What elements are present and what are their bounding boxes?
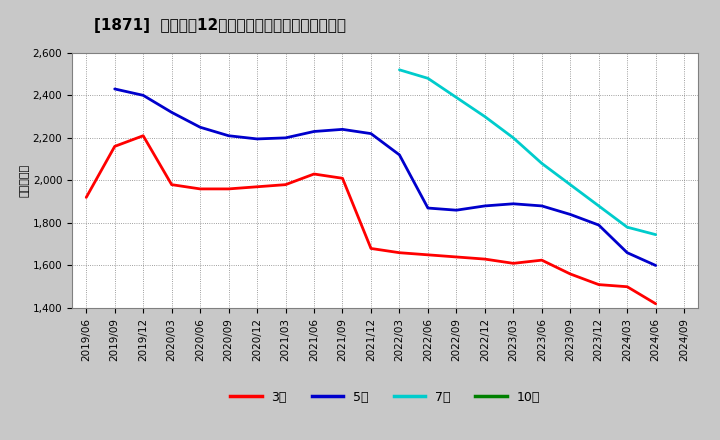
- 7年: [395, 67, 404, 73]
- 5年: [480, 203, 489, 209]
- Line: 3年: 3年: [86, 136, 656, 304]
- 3年: [110, 144, 119, 149]
- 5年: [196, 125, 204, 130]
- 7年: [452, 95, 461, 100]
- Line: 7年: 7年: [400, 70, 656, 235]
- 5年: [110, 86, 119, 92]
- 3年: [366, 246, 375, 251]
- 5年: [452, 208, 461, 213]
- 5年: [139, 93, 148, 98]
- 7年: [423, 76, 432, 81]
- 5年: [310, 129, 318, 134]
- 3年: [338, 176, 347, 181]
- 5年: [282, 135, 290, 140]
- 3年: [282, 182, 290, 187]
- 5年: [509, 201, 518, 206]
- 3年: [253, 184, 261, 189]
- 3年: [480, 257, 489, 262]
- 3年: [167, 182, 176, 187]
- 3年: [139, 133, 148, 138]
- 3年: [452, 254, 461, 260]
- 3年: [566, 271, 575, 277]
- 5年: [253, 136, 261, 142]
- 7年: [623, 224, 631, 230]
- 7年: [509, 135, 518, 140]
- 3年: [537, 257, 546, 263]
- 3年: [595, 282, 603, 287]
- 3年: [82, 195, 91, 200]
- 5年: [395, 152, 404, 158]
- 5年: [338, 127, 347, 132]
- 3年: [652, 301, 660, 306]
- 3年: [423, 252, 432, 257]
- Text: [1871]  経常利益12か月移動合計の標準偏差の推移: [1871] 経常利益12か月移動合計の標準偏差の推移: [94, 18, 346, 33]
- 7年: [537, 161, 546, 166]
- 5年: [537, 203, 546, 209]
- 3年: [310, 171, 318, 176]
- 3年: [509, 260, 518, 266]
- 5年: [225, 133, 233, 138]
- 5年: [366, 131, 375, 136]
- Y-axis label: （百万円）: （百万円）: [20, 164, 30, 197]
- 7年: [480, 114, 489, 119]
- 5年: [423, 205, 432, 211]
- 5年: [652, 263, 660, 268]
- 3年: [196, 186, 204, 191]
- 5年: [623, 250, 631, 255]
- 5年: [167, 110, 176, 115]
- 3年: [395, 250, 404, 255]
- Line: 5年: 5年: [114, 89, 656, 265]
- Legend: 3年, 5年, 7年, 10年: 3年, 5年, 7年, 10年: [225, 386, 545, 409]
- 3年: [623, 284, 631, 290]
- 7年: [595, 203, 603, 209]
- 7年: [566, 182, 575, 187]
- 5年: [566, 212, 575, 217]
- 7年: [652, 232, 660, 237]
- 3年: [225, 186, 233, 191]
- 5年: [595, 222, 603, 227]
